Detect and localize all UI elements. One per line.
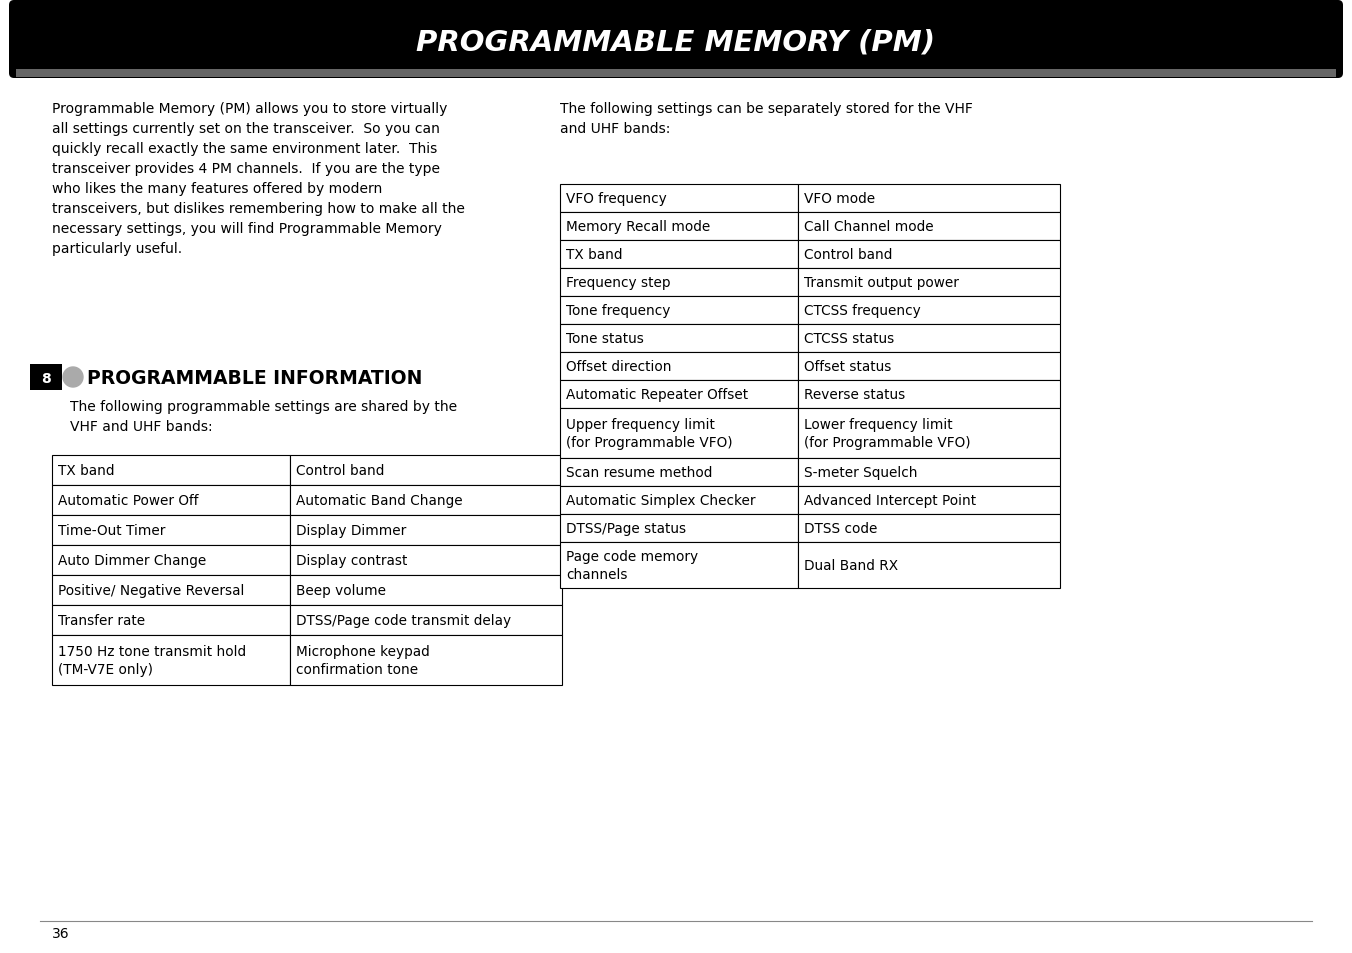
- Bar: [560, 296, 798, 325]
- Text: Upper frequency limit
(for Programmable VFO): Upper frequency limit (for Programmable …: [566, 417, 733, 450]
- Text: Automatic Repeater Offset: Automatic Repeater Offset: [566, 388, 748, 401]
- Bar: [798, 296, 1060, 325]
- Bar: [51, 456, 289, 485]
- Text: Control band: Control band: [804, 248, 892, 262]
- Text: DTSS code: DTSS code: [804, 521, 877, 536]
- Text: TX band: TX band: [58, 463, 115, 477]
- Circle shape: [64, 368, 82, 388]
- Bar: [560, 515, 798, 542]
- Text: Programmable Memory (PM) allows you to store virtually
all settings currently se: Programmable Memory (PM) allows you to s…: [51, 102, 465, 256]
- Text: S-meter Squelch: S-meter Squelch: [804, 465, 918, 479]
- Text: CTCSS status: CTCSS status: [804, 332, 894, 346]
- Text: Auto Dimmer Change: Auto Dimmer Change: [58, 554, 207, 567]
- Bar: [798, 241, 1060, 269]
- Bar: [560, 241, 798, 269]
- Text: Automatic Power Off: Automatic Power Off: [58, 494, 199, 507]
- Bar: [560, 409, 798, 458]
- Text: Scan resume method: Scan resume method: [566, 465, 713, 479]
- Bar: [51, 516, 289, 545]
- Text: 8: 8: [41, 372, 51, 386]
- Text: Display Dimmer: Display Dimmer: [296, 523, 406, 537]
- Text: PROGRAMMABLE INFORMATION: PROGRAMMABLE INFORMATION: [87, 369, 422, 388]
- Text: DTSS/Page status: DTSS/Page status: [566, 521, 685, 536]
- Bar: [798, 185, 1060, 213]
- Bar: [560, 542, 798, 588]
- Bar: [51, 576, 289, 605]
- Bar: [798, 542, 1060, 588]
- Text: Time-Out Timer: Time-Out Timer: [58, 523, 165, 537]
- Text: DTSS/Page code transmit delay: DTSS/Page code transmit delay: [296, 614, 511, 627]
- Text: Call Channel mode: Call Channel mode: [804, 220, 934, 233]
- Bar: [798, 213, 1060, 241]
- Bar: [51, 636, 289, 685]
- Bar: [289, 456, 562, 485]
- Text: Page code memory
channels: Page code memory channels: [566, 550, 698, 581]
- Text: Advanced Intercept Point: Advanced Intercept Point: [804, 494, 976, 507]
- Text: Offset status: Offset status: [804, 359, 891, 374]
- Text: Positive/ Negative Reversal: Positive/ Negative Reversal: [58, 583, 245, 598]
- FancyBboxPatch shape: [9, 1, 1343, 79]
- Text: 1750 Hz tone transmit hold
(TM-V7E only): 1750 Hz tone transmit hold (TM-V7E only): [58, 644, 246, 677]
- Text: Offset direction: Offset direction: [566, 359, 672, 374]
- Bar: [560, 213, 798, 241]
- Bar: [16, 70, 1336, 78]
- Text: VFO frequency: VFO frequency: [566, 192, 667, 206]
- Bar: [560, 380, 798, 409]
- Text: Memory Recall mode: Memory Recall mode: [566, 220, 710, 233]
- Text: Frequency step: Frequency step: [566, 275, 671, 290]
- Bar: [30, 365, 62, 391]
- Bar: [560, 458, 798, 486]
- Text: Tone frequency: Tone frequency: [566, 304, 671, 317]
- Bar: [798, 486, 1060, 515]
- Bar: [798, 325, 1060, 353]
- Text: CTCSS frequency: CTCSS frequency: [804, 304, 921, 317]
- Bar: [289, 576, 562, 605]
- Bar: [51, 545, 289, 576]
- Text: Transfer rate: Transfer rate: [58, 614, 145, 627]
- Text: 36: 36: [51, 926, 69, 940]
- Text: Microphone keypad
confirmation tone: Microphone keypad confirmation tone: [296, 644, 430, 677]
- Bar: [289, 636, 562, 685]
- Bar: [798, 353, 1060, 380]
- Bar: [798, 269, 1060, 296]
- Text: Tone status: Tone status: [566, 332, 644, 346]
- Bar: [289, 485, 562, 516]
- Bar: [798, 409, 1060, 458]
- Text: Dual Band RX: Dual Band RX: [804, 558, 898, 573]
- Bar: [51, 485, 289, 516]
- Bar: [560, 353, 798, 380]
- Bar: [51, 605, 289, 636]
- Bar: [560, 325, 798, 353]
- Text: Control band: Control band: [296, 463, 384, 477]
- Text: TX band: TX band: [566, 248, 622, 262]
- Text: Automatic Band Change: Automatic Band Change: [296, 494, 462, 507]
- Bar: [798, 458, 1060, 486]
- Bar: [798, 515, 1060, 542]
- Bar: [560, 269, 798, 296]
- Text: Beep volume: Beep volume: [296, 583, 387, 598]
- Bar: [560, 486, 798, 515]
- Text: VFO mode: VFO mode: [804, 192, 875, 206]
- Bar: [289, 545, 562, 576]
- Bar: [560, 185, 798, 213]
- Bar: [289, 516, 562, 545]
- Bar: [289, 605, 562, 636]
- Text: Automatic Simplex Checker: Automatic Simplex Checker: [566, 494, 756, 507]
- Bar: [798, 380, 1060, 409]
- Text: Transmit output power: Transmit output power: [804, 275, 959, 290]
- Text: PROGRAMMABLE MEMORY (PM): PROGRAMMABLE MEMORY (PM): [416, 28, 936, 56]
- Text: Reverse status: Reverse status: [804, 388, 906, 401]
- Text: Display contrast: Display contrast: [296, 554, 407, 567]
- Text: The following programmable settings are shared by the
VHF and UHF bands:: The following programmable settings are …: [70, 399, 457, 434]
- Text: Lower frequency limit
(for Programmable VFO): Lower frequency limit (for Programmable …: [804, 417, 971, 450]
- Text: The following settings can be separately stored for the VHF
and UHF bands:: The following settings can be separately…: [560, 102, 973, 136]
